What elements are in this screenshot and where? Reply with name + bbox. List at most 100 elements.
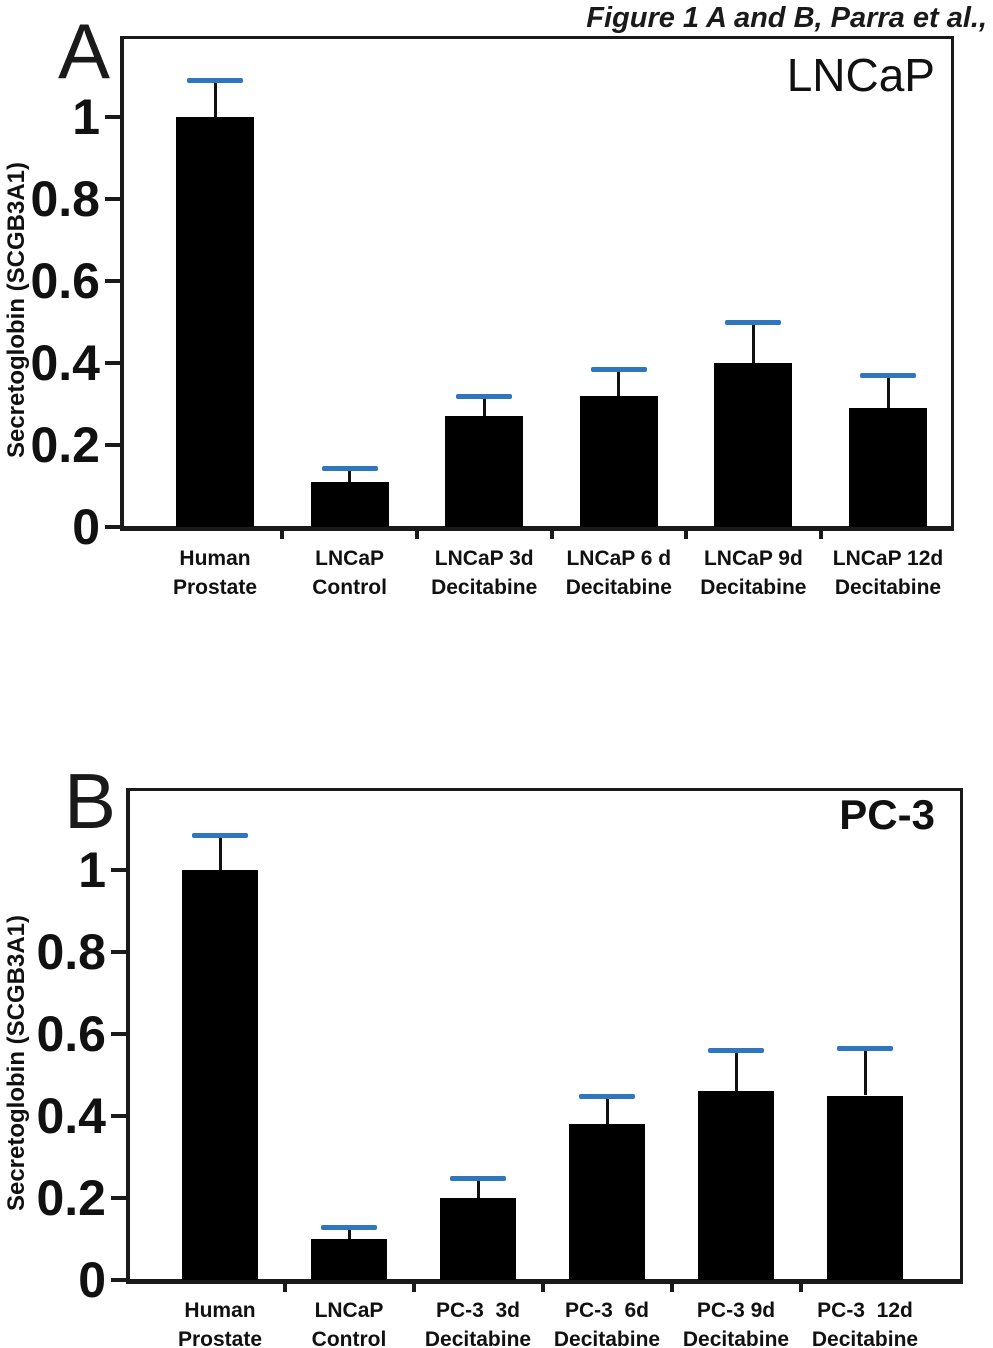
error-bar-cap [590,367,647,373]
bar [445,416,524,527]
error-bar-cap [579,1093,635,1099]
x-boundary-tick [798,1280,803,1292]
panel-a-letter: A [58,7,111,95]
error-bar-cap [860,373,916,379]
x-boundary-tick [280,527,285,539]
x-boundary-tick [282,1280,287,1292]
x-category-label-line: Decitabine [834,576,942,599]
error-bar-cap [450,1175,506,1181]
x-category-label-line: Decitabine [565,576,672,599]
bar [176,117,254,527]
x-category-label: PC-3 9d Decitabine [664,1296,808,1348]
x-boundary-tick [669,1280,674,1292]
y-tick-label: 1 [78,842,106,898]
x-category-label-line: Decitabine [682,1328,790,1348]
y-tick-label: 0.8 [36,924,106,980]
bar [849,408,927,527]
x-category-label-line: LNCaP 12d [832,547,944,570]
bar [311,1239,387,1280]
x-category-label: LNCaP 9d Decitabine [681,544,825,602]
y-tick-label: 0.2 [30,417,100,473]
x-category-label-line: Decitabine [424,1328,532,1348]
x-category-label: LNCaP Control [277,1296,421,1348]
error-bar-whisker [734,1050,738,1092]
y-tick-mark [111,1278,126,1282]
y-tick-mark [111,950,126,954]
error-bar-whisker [347,1226,351,1239]
error-bar-whisker [886,375,890,409]
x-category-label-line: PC-3 9d [696,1299,776,1322]
x-category-label-line: LNCaP 9d [703,547,803,570]
x-category-label: LNCaP Control [278,544,422,602]
error-bar-whisker [348,467,352,482]
x-category-label-line: LNCaP [315,547,385,570]
x-boundary-tick [411,1280,416,1292]
error-bar-cap [708,1048,764,1054]
bar [827,1095,903,1280]
error-bar-cap [456,393,513,399]
y-tick-label: 0 [72,499,100,555]
y-tick-mark [111,1196,126,1200]
bar [182,870,258,1280]
x-boundary-tick [818,527,823,539]
panel-b-plot-box [126,788,963,1284]
x-boundary-tick [684,527,689,539]
x-category-label: PC-3 6d Decitabine [535,1296,679,1348]
error-bar-cap [321,465,378,471]
error-bar-whisker [617,369,621,396]
x-category-label-line: Prostate [177,1328,263,1348]
error-bar-whisker [476,1177,480,1198]
y-tick-mark [105,115,120,119]
bar [714,363,793,527]
x-category-label-line: Decitabine [811,1328,919,1348]
y-tick-mark [111,1032,126,1036]
figure-title: Figure 1 A and B, Parra et al., [586,2,987,34]
error-bar-whisker [482,395,486,417]
y-tick-mark [105,197,120,201]
x-category-label-line: PC-3 3d [435,1299,521,1322]
x-category-label: PC-3 12d Decitabine [793,1296,937,1348]
x-category-label: LNCaP 6 d Decitabine [547,544,691,602]
bar [579,395,658,527]
y-tick-mark [105,443,120,447]
y-tick-label: 0.6 [36,1006,106,1062]
x-category-label-line: LNCaP [314,1299,384,1322]
x-category-label-line: LNCaP 3d [434,547,534,570]
x-category-label-line: Human [184,1299,256,1322]
x-category-label-line: PC-3 12d [817,1299,913,1322]
y-tick-mark [105,361,120,365]
x-category-label: LNCaP 3d Decitabine [412,544,556,602]
x-category-label-line: Control [312,576,387,599]
x-category-label-line: Decitabine [700,576,807,599]
x-category-label: LNCaP 12d Decitabine [816,544,960,602]
panel-a-cell-line-label: LNCaP [786,49,935,101]
y-tick-label: 0.6 [30,253,100,309]
bar [310,481,389,527]
error-bar-whisker [213,80,217,117]
x-category-label: Human Prostate [143,544,287,602]
x-category-label-line: Prostate [172,576,258,599]
y-tick-mark [111,868,126,872]
y-tick-label: 0 [78,1252,106,1308]
x-category-label-line: Human [179,547,251,570]
error-bar-whisker [863,1048,867,1096]
error-bar-whisker [751,322,755,363]
y-tick-label: 0.4 [30,335,100,391]
y-tick-label: 1 [72,89,100,145]
error-bar-cap [725,320,782,325]
x-category-label-line: LNCaP 6 d [566,547,672,570]
error-bar-cap [187,78,243,84]
error-bar-cap [192,833,248,839]
y-tick-mark [105,279,120,283]
x-category-label: Human Prostate [148,1296,292,1348]
x-category-label-line: PC-3 6d [564,1299,650,1322]
x-boundary-tick [414,527,419,539]
panel-b-cell-line-label: PC-3 [839,791,935,838]
error-bar-cap [837,1046,893,1052]
panel-a-plot-box [120,36,954,531]
bar [569,1124,645,1280]
bar [698,1091,774,1280]
y-tick-label: 0.2 [36,1170,106,1226]
error-bar-cap [321,1224,377,1230]
